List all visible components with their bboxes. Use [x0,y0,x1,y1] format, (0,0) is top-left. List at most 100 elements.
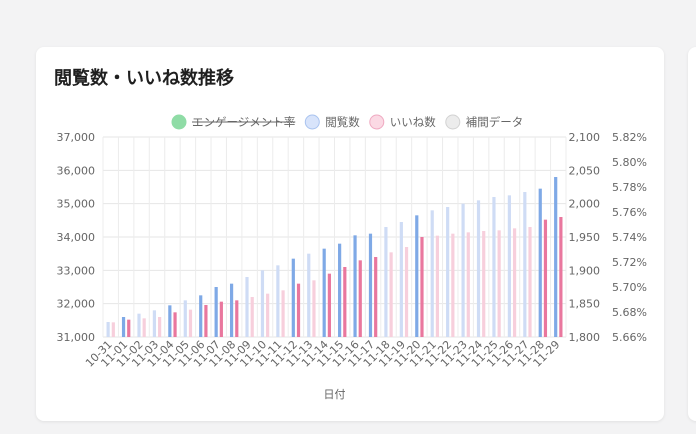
bar-likes-11-19[interactable] [404,247,409,337]
y-right2-tick-label: 5.80% [612,156,647,169]
bar-likes-11-23[interactable] [466,232,470,337]
bar-views-11-10[interactable] [260,270,265,337]
bar-likes-11-24[interactable] [482,231,486,337]
bar-likes-11-13[interactable] [312,280,316,337]
y-left-tick-label: 34,000 [57,231,96,244]
y-axis-right-2: 5.66% 5.68% 5.70% 5.72% 5.74% 5.76% 5.78% 5.80%… [612,131,647,344]
bar-likes-11-26[interactable] [512,228,517,337]
x-axis-ticks: 10-3111-0111-0211-0311-0411-0511-0611-07… [83,338,562,370]
y-right1-tick-label: 2,050 [569,164,601,177]
bar-views-11-25[interactable] [492,197,496,337]
y-right2-tick-label: 5.70% [612,281,647,294]
bar-views-11-23[interactable] [461,203,465,337]
bar-views-11-28[interactable] [538,188,542,337]
legend: エンゲージメント率 閲覧数 いいね数 補間データ [171,114,524,130]
bar-views-11-01[interactable] [121,317,126,337]
bar-views-11-27[interactable] [523,192,527,337]
y-right1-tick-label: 2,100 [569,131,601,144]
bar-views-11-21[interactable] [430,210,434,337]
bar-views-11-22[interactable] [446,207,450,337]
bar-likes-11-05[interactable] [188,309,193,337]
bars [106,177,563,337]
legend-label: いいね数 [390,115,436,129]
bar-views-11-14[interactable] [322,248,326,337]
bar-views-11-06[interactable] [199,295,203,337]
bar-views-10-31[interactable] [106,322,110,337]
bar-views-11-12[interactable] [291,258,295,337]
legend-swatch [304,114,320,130]
y-axis-left: 31,000 32,000 33,000 34,000 35,000 36,000 37,0… [57,131,96,344]
bar-likes-11-01[interactable] [127,319,131,337]
bar-likes-11-27[interactable] [528,227,532,337]
y-left-tick-label: 31,000 [57,331,96,344]
legend-item-engagement[interactable]: エンゲージメント率 [171,114,296,130]
y-left-tick-label: 37,000 [57,131,96,144]
y-axis-right-1: 1,800 1,850 1,900 1,950 2,000 2,050 2,100 [569,131,601,344]
y-right2-tick-label: 5.72% [612,256,647,269]
bar-likes-11-03[interactable] [158,317,162,337]
legend-label: 補間データ [466,115,524,129]
bar-views-11-24[interactable] [476,200,481,337]
bar-likes-11-12[interactable] [296,283,301,337]
bar-views-11-20[interactable] [415,215,419,337]
bar-likes-10-31[interactable] [111,322,115,337]
y-right1-tick-label: 1,900 [569,264,601,277]
bar-likes-11-02[interactable] [142,318,146,337]
y-right2-tick-label: 5.74% [612,231,647,244]
bar-likes-11-22[interactable] [451,233,455,337]
bar-likes-11-18[interactable] [389,252,393,337]
bar-views-11-17[interactable] [368,233,373,337]
adjacent-card [688,47,696,421]
bar-likes-11-25[interactable] [497,230,501,337]
bar-views-11-05[interactable] [183,300,187,337]
legend-swatch [445,114,461,130]
bar-views-11-19[interactable] [399,222,403,337]
bar-views-11-26[interactable] [507,195,511,337]
bar-views-11-11[interactable] [276,265,280,337]
bar-views-11-09[interactable] [245,277,249,337]
bar-views-11-03[interactable] [152,310,157,337]
y-right1-tick-label: 2,000 [569,198,601,211]
bar-likes-11-04[interactable] [173,312,177,337]
bar-likes-11-28[interactable] [543,219,548,337]
legend-item-interp[interactable]: 補間データ [445,114,524,130]
y-right1-tick-label: 1,800 [569,331,601,344]
y-left-tick-label: 33,000 [57,264,96,277]
y-left-tick-label: 36,000 [57,164,96,177]
y-left-tick-label: 35,000 [57,198,96,211]
bar-likes-11-15[interactable] [343,267,347,337]
bar-views-11-07[interactable] [214,287,218,337]
bar-views-11-13[interactable] [307,253,311,337]
bar-likes-11-10[interactable] [266,293,270,337]
y-right2-tick-label: 5.66% [612,331,647,344]
y-right2-tick-label: 5.68% [612,306,647,319]
y-right2-tick-label: 5.76% [612,206,647,219]
bar-views-11-18[interactable] [384,227,388,337]
y-right2-tick-label: 5.78% [612,181,647,194]
y-right1-tick-label: 1,850 [569,298,601,311]
bar-likes-11-20[interactable] [420,237,424,337]
bar-views-11-16[interactable] [353,235,357,337]
bar-likes-11-21[interactable] [435,235,440,337]
bar-likes-11-17[interactable] [374,257,378,337]
bar-views-11-29[interactable] [554,177,558,337]
bar-likes-11-16[interactable] [358,260,362,337]
bar-likes-11-08[interactable] [235,300,239,337]
bar-views-11-15[interactable] [338,243,342,337]
bar-views-11-08[interactable] [229,283,234,337]
legend-item-views[interactable]: 閲覧数 [304,114,360,130]
legend-swatch [171,114,187,130]
bar-likes-11-09[interactable] [250,297,254,337]
legend-item-likes[interactable]: いいね数 [369,114,436,130]
grid-lines [102,136,567,338]
bar-likes-11-14[interactable] [327,273,331,337]
bar-likes-11-29[interactable] [559,217,563,337]
bar-likes-11-11[interactable] [281,290,285,337]
bar-likes-11-06[interactable] [204,305,208,337]
y-right2-tick-label: 5.82% [612,131,647,144]
bar-likes-11-07[interactable] [219,301,223,337]
legend-label: 閲覧数 [325,115,360,129]
bar-views-11-02[interactable] [137,313,141,337]
bar-views-11-04[interactable] [168,305,172,337]
